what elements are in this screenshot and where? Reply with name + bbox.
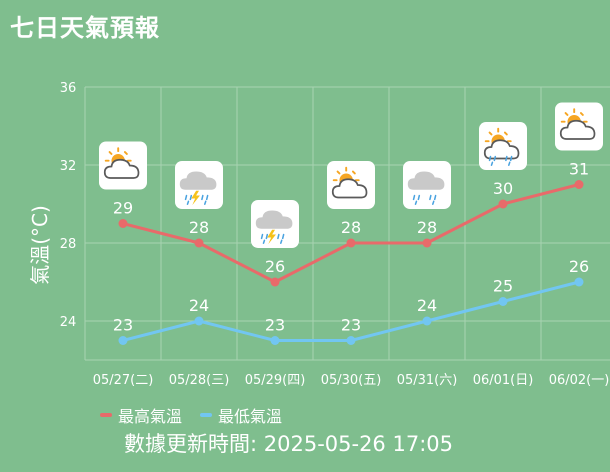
partly-cloudy-rain-icon [479,122,527,170]
data-label-high: 26 [265,257,285,276]
legend-label-high: 最高氣溫 [118,407,183,426]
data-point-high[interactable] [346,238,356,248]
data-point-high[interactable] [118,219,128,228]
x-tick-label: 06/01(日) [473,373,534,388]
data-point-low[interactable] [574,277,584,287]
cloudy-rain-icon [403,161,451,209]
data-label-high: 30 [493,179,513,198]
data-label-high: 31 [569,160,589,179]
partly-cloudy-icon [99,141,147,190]
x-tick-label: 05/29(四) [245,373,306,388]
data-label-low: 23 [265,316,285,335]
thunder-rain-icon [175,161,223,209]
data-label-high: 29 [113,199,133,218]
y-tick-label: 24 [60,315,77,330]
data-point-low[interactable] [498,297,508,306]
data-point-high[interactable] [194,238,204,248]
legend-swatch-high [100,413,112,417]
data-point-high[interactable] [270,277,280,287]
data-label-low: 26 [569,257,589,276]
partly-cloudy-icon [327,161,375,209]
data-point-high[interactable] [422,238,432,248]
update-time: 數據更新時間: 2025-05-26 17:05 [124,428,453,458]
data-label-low: 24 [189,296,209,315]
y-axis-label: 氣溫(°C) [28,205,52,285]
data-point-high[interactable] [574,180,584,189]
data-label-high: 28 [417,218,437,237]
legend-label-low: 最低氣溫 [218,407,283,426]
data-point-low[interactable] [346,336,356,345]
x-tick-label: 05/30(五) [321,373,382,388]
legend-swatch-low [200,413,213,417]
data-point-low[interactable] [194,316,204,326]
data-point-high[interactable] [498,199,508,209]
y-tick-label: 28 [60,237,77,252]
thunder-rain-icon [251,200,299,248]
update-time-label: 數據更新時間: [124,432,264,456]
y-tick-label: 36 [60,81,77,96]
data-label-low: 23 [113,316,133,335]
data-point-low[interactable] [270,336,280,345]
data-point-low[interactable] [118,336,128,345]
data-label-high: 28 [341,218,361,237]
data-point-low[interactable] [422,316,432,326]
temperature-chart: 24 28 32 36 氣溫(°C) 05/27(二) 05/28(三) 05/29(四)… [28,81,610,388]
data-label-low: 23 [341,316,361,335]
y-tick-label: 32 [60,159,77,174]
data-label-high: 28 [189,218,209,237]
data-label-low: 25 [493,277,513,296]
x-tick-label: 05/28(三) [169,373,230,388]
x-tick-label: 06/02(一) [549,373,610,388]
partly-cloudy-icon [555,102,603,151]
x-tick-label: 05/31(六) [397,373,458,388]
legend-item-low[interactable]: 最低氣溫 [200,403,282,427]
chart-legend: 最高氣溫 最低氣溫 [100,403,300,427]
data-label-low: 24 [417,296,437,315]
chart-title: 七日天氣預報 [10,14,160,42]
x-tick-label: 05/27(二) [93,373,154,388]
update-time-value: 2025-05-26 17:05 [263,432,453,456]
legend-item-high[interactable]: 最高氣溫 [100,403,182,427]
